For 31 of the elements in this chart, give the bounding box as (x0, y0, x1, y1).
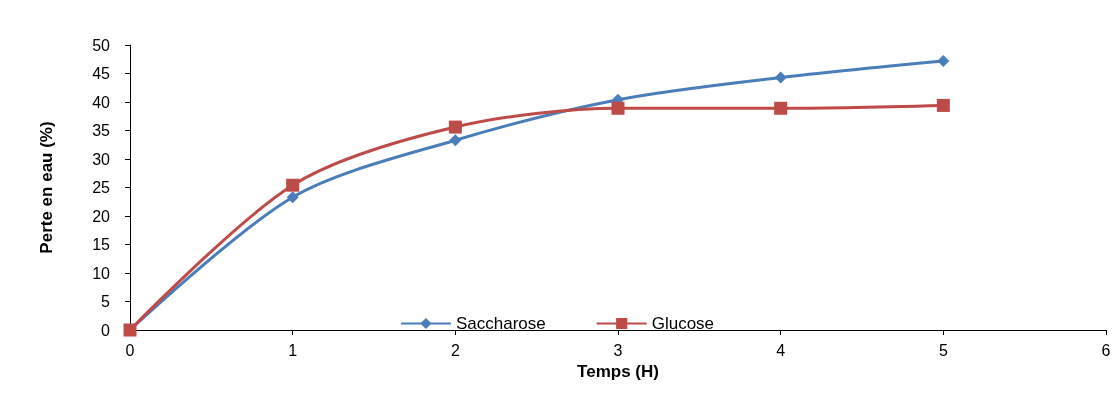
point (774, 71, 787, 84)
y-tick-label: 20 (92, 207, 111, 225)
point (936, 98, 950, 112)
y-tick-label: 0 (101, 321, 111, 339)
y-tick-label: 40 (92, 93, 111, 111)
x-tick-label: 6 (1101, 341, 1111, 359)
point (774, 101, 788, 115)
y-tick-label: 25 (92, 179, 111, 196)
x-tick-label: 2 (450, 341, 460, 359)
point (286, 178, 300, 192)
y-axis-title: Perte en eau (%) (37, 121, 56, 254)
point (286, 191, 299, 204)
y-tick-label: 50 (92, 36, 111, 54)
x-tick-label: 5 (938, 341, 948, 359)
x-axis-title: Temps (H) (577, 361, 659, 381)
point (448, 120, 462, 134)
y-tick-label: 30 (92, 150, 111, 168)
x-tick-label: 4 (776, 341, 786, 359)
y-tick-label: 5 (101, 293, 111, 310)
point (449, 134, 462, 147)
x-tick-label: 3 (613, 341, 623, 359)
legend-label: Glucose (651, 314, 715, 333)
point (611, 101, 625, 115)
y-tick-label: 35 (92, 122, 111, 139)
y-tick-label: 15 (92, 236, 111, 253)
y-tick-label: 10 (92, 264, 111, 282)
legend-label: Saccharose (455, 314, 546, 333)
x-tick-label: 1 (288, 341, 298, 359)
point (937, 54, 950, 67)
y-tick-label: 45 (92, 65, 111, 82)
x-tick-label: 0 (125, 341, 135, 359)
